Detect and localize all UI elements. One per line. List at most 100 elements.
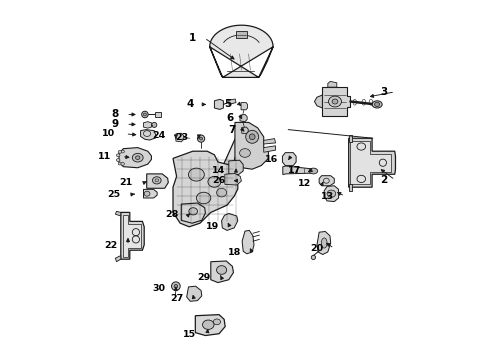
Ellipse shape	[321, 238, 327, 248]
Text: 21: 21	[120, 178, 133, 187]
Polygon shape	[116, 211, 121, 216]
Ellipse shape	[196, 192, 211, 204]
Polygon shape	[220, 137, 242, 174]
Polygon shape	[196, 315, 225, 336]
Ellipse shape	[240, 149, 250, 157]
Ellipse shape	[172, 282, 180, 291]
Polygon shape	[324, 186, 339, 202]
Text: 20: 20	[310, 244, 323, 253]
Ellipse shape	[309, 168, 318, 174]
Ellipse shape	[328, 96, 342, 107]
Polygon shape	[242, 127, 248, 134]
Polygon shape	[210, 25, 273, 77]
Text: 11: 11	[98, 152, 111, 161]
Ellipse shape	[116, 159, 120, 162]
Ellipse shape	[189, 168, 204, 181]
Ellipse shape	[245, 130, 259, 143]
Text: 1: 1	[189, 33, 196, 43]
Text: 3: 3	[380, 87, 387, 97]
Polygon shape	[225, 174, 242, 185]
Ellipse shape	[118, 150, 122, 153]
Text: 19: 19	[206, 222, 219, 231]
Text: 9: 9	[111, 119, 118, 129]
Text: 12: 12	[298, 179, 312, 188]
Bar	[349, 184, 352, 191]
Text: 29: 29	[197, 274, 211, 282]
Ellipse shape	[327, 190, 336, 197]
Ellipse shape	[116, 154, 120, 157]
Ellipse shape	[197, 135, 205, 142]
Polygon shape	[221, 213, 238, 230]
Ellipse shape	[208, 176, 221, 187]
Ellipse shape	[332, 99, 338, 104]
Text: 28: 28	[165, 210, 178, 219]
Polygon shape	[229, 99, 236, 104]
Text: 8: 8	[111, 109, 118, 120]
Polygon shape	[264, 139, 275, 144]
Ellipse shape	[118, 162, 122, 165]
Polygon shape	[317, 231, 331, 255]
Polygon shape	[187, 286, 202, 301]
Ellipse shape	[374, 102, 380, 107]
Text: 30: 30	[152, 284, 165, 293]
Polygon shape	[283, 166, 314, 175]
Polygon shape	[147, 174, 169, 188]
Polygon shape	[144, 189, 157, 198]
Text: 24: 24	[152, 130, 165, 139]
Text: 18: 18	[228, 248, 242, 257]
Polygon shape	[319, 176, 334, 186]
Polygon shape	[350, 141, 391, 184]
Text: 13: 13	[321, 192, 334, 201]
Polygon shape	[173, 151, 238, 227]
Polygon shape	[322, 87, 350, 116]
Ellipse shape	[199, 137, 202, 140]
Ellipse shape	[142, 111, 148, 118]
Ellipse shape	[136, 156, 140, 159]
Ellipse shape	[213, 319, 220, 325]
Polygon shape	[144, 122, 151, 128]
Ellipse shape	[249, 134, 255, 140]
Ellipse shape	[121, 162, 124, 165]
Polygon shape	[122, 215, 141, 257]
Ellipse shape	[152, 122, 157, 127]
Polygon shape	[282, 153, 296, 166]
Text: 2: 2	[380, 175, 387, 185]
Text: 15: 15	[183, 330, 196, 338]
Text: 17: 17	[288, 166, 301, 175]
Ellipse shape	[311, 255, 316, 260]
Text: 5: 5	[224, 99, 232, 109]
Bar	[236, 31, 247, 38]
Text: 14: 14	[212, 166, 225, 175]
Text: 25: 25	[108, 190, 121, 199]
Polygon shape	[181, 203, 205, 223]
Text: 27: 27	[170, 294, 183, 303]
Polygon shape	[328, 81, 337, 87]
Ellipse shape	[144, 113, 147, 116]
Polygon shape	[240, 114, 247, 122]
Polygon shape	[119, 148, 151, 168]
Polygon shape	[264, 146, 275, 152]
Text: 26: 26	[212, 176, 225, 185]
Text: 7: 7	[228, 125, 235, 135]
Text: 10: 10	[101, 129, 115, 138]
Text: 6: 6	[226, 113, 233, 123]
Text: 22: 22	[104, 241, 117, 250]
Text: 4: 4	[187, 99, 194, 109]
Ellipse shape	[217, 188, 227, 197]
Text: 16: 16	[265, 154, 278, 163]
Ellipse shape	[372, 101, 382, 108]
Polygon shape	[116, 256, 121, 262]
Polygon shape	[242, 230, 254, 254]
Ellipse shape	[152, 177, 161, 184]
Ellipse shape	[144, 191, 150, 196]
Ellipse shape	[121, 150, 124, 153]
Ellipse shape	[174, 284, 178, 288]
Polygon shape	[121, 212, 144, 259]
Bar	[349, 135, 352, 142]
Polygon shape	[349, 138, 395, 187]
Ellipse shape	[202, 320, 214, 329]
Ellipse shape	[189, 208, 197, 215]
Polygon shape	[176, 133, 184, 142]
Bar	[155, 112, 162, 117]
Ellipse shape	[132, 153, 143, 162]
